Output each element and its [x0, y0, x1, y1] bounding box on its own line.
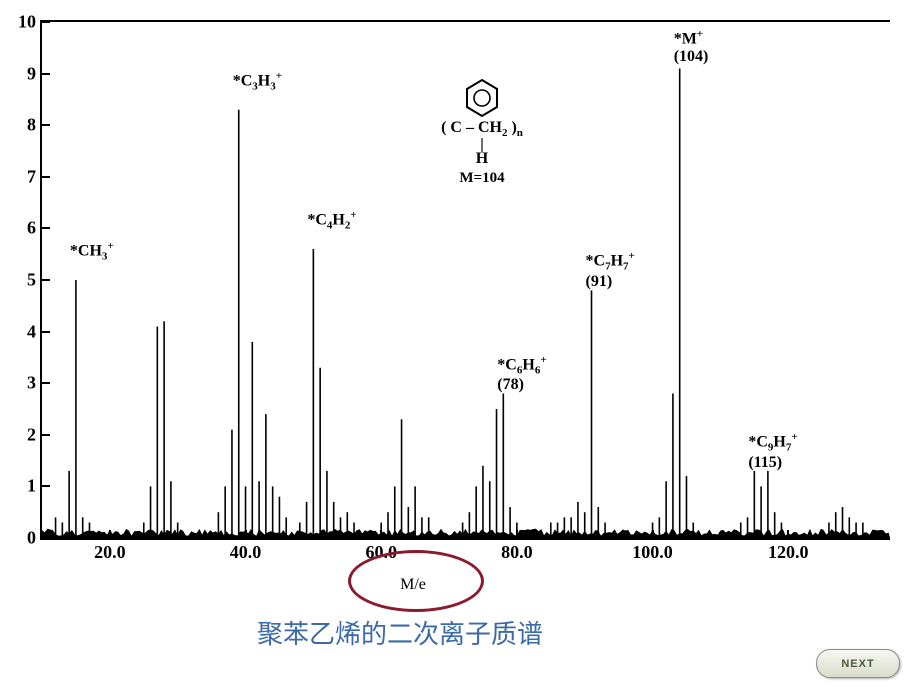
y-tick-mark: [42, 124, 50, 126]
x-axis-label: M/e: [400, 576, 426, 594]
mass-spectrum-chart: ( C – CH2 )n | H M=104 01234567891020.04…: [40, 20, 890, 540]
peak-annotation: *C7H7+(91): [586, 250, 635, 290]
y-tick-label: 0: [27, 528, 36, 549]
y-tick-label: 1: [27, 476, 36, 497]
x-tick-mark: [109, 530, 111, 538]
x-tick-mark: [380, 530, 382, 538]
x-tick-mark: [652, 530, 654, 538]
monomer-bond: |: [422, 139, 542, 150]
peak-annotation: *C9H7+(115): [748, 431, 797, 471]
next-button-label: NEXT: [841, 658, 874, 670]
next-button[interactable]: NEXT: [816, 649, 900, 678]
x-tick-label: 80.0: [501, 542, 533, 563]
y-tick-mark: [42, 331, 50, 333]
x-tick-mark: [245, 530, 247, 538]
y-tick-mark: [42, 382, 50, 384]
x-tick-label: 100.0: [632, 542, 673, 563]
molecule-mass-label: M=104: [422, 170, 542, 187]
molecule-structure: ( C – CH2 )n | H M=104: [422, 77, 542, 187]
y-tick-label: 5: [27, 270, 36, 291]
peak-annotation: *C3H3+: [233, 70, 282, 93]
y-tick-mark: [42, 279, 50, 281]
x-tick-mark: [516, 530, 518, 538]
y-tick-mark: [42, 21, 50, 23]
x-tick-label: 20.0: [94, 542, 126, 563]
y-tick-mark: [42, 227, 50, 229]
benzene-ring-icon: [461, 77, 503, 119]
y-tick-label: 10: [18, 12, 36, 33]
x-tick-label: 120.0: [768, 542, 809, 563]
y-tick-label: 9: [27, 63, 36, 84]
peak-annotation: *M+(104): [674, 28, 709, 66]
y-tick-label: 7: [27, 166, 36, 187]
y-tick-mark: [42, 176, 50, 178]
y-tick-mark: [42, 434, 50, 436]
peak-annotation: *C4H2+: [307, 209, 356, 232]
y-tick-mark: [42, 485, 50, 487]
y-tick-mark: [42, 537, 50, 539]
monomer-h: H: [422, 150, 542, 168]
y-tick-label: 4: [27, 321, 36, 342]
y-tick-label: 8: [27, 115, 36, 136]
y-tick-label: 6: [27, 218, 36, 239]
x-tick-label: 40.0: [230, 542, 262, 563]
y-tick-mark: [42, 73, 50, 75]
figure-caption: 聚苯乙烯的二次离子质谱: [257, 614, 543, 651]
x-tick-mark: [787, 530, 789, 538]
y-tick-label: 3: [27, 373, 36, 394]
peak-annotation: *CH3+: [70, 240, 114, 263]
peak-annotation: *C6H6+(78): [497, 354, 546, 394]
y-tick-label: 2: [27, 424, 36, 445]
